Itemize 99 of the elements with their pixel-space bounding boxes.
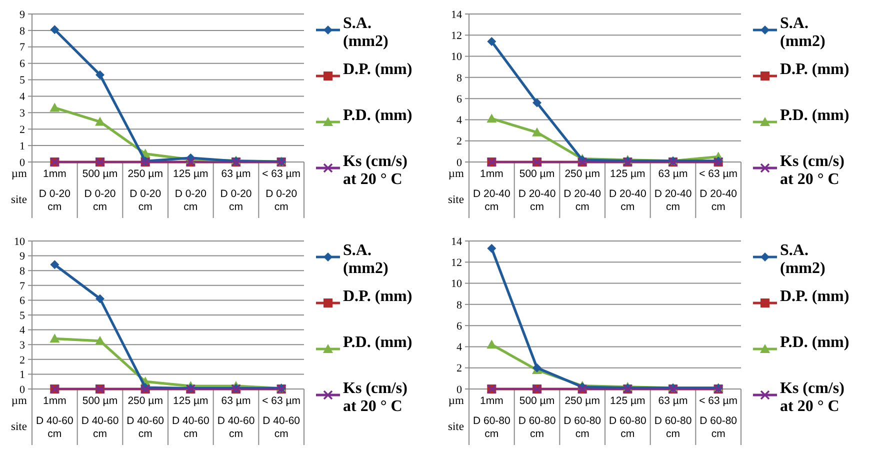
- y-tick-label: 7: [20, 42, 26, 54]
- y-tick-label: 14: [451, 235, 462, 248]
- point: [95, 335, 105, 344]
- legend-label: P.D. (mm): [780, 334, 850, 350]
- legend-label: S.A. (mm2): [780, 15, 826, 50]
- point: [486, 114, 497, 123]
- x-tick-label: < 63 µm D 0-20 cm: [262, 168, 301, 213]
- x-tick-label: 250 µm D 0-20 cm: [128, 168, 164, 213]
- y-tick-label: 4: [20, 91, 26, 104]
- point: [487, 36, 496, 46]
- y-tick-label: 6: [20, 58, 26, 70]
- y-tick-label: 12: [451, 30, 462, 42]
- y-tick-label: 7: [20, 280, 26, 292]
- text: µm: [448, 394, 464, 406]
- text: µm: [448, 168, 464, 180]
- x-tick-label: 500 µm D 60-80 cm: [518, 394, 556, 440]
- x-tick-label: 63 µm D 60-80 cm: [654, 394, 692, 440]
- x-tick-label: 1mm D 60-80 cm: [472, 394, 510, 440]
- y-tick-label: 2: [456, 136, 462, 148]
- legend-label: S.A. (mm2): [780, 242, 826, 276]
- point: [96, 70, 104, 80]
- x-tick-label: 63 µm D 0-20 cm: [220, 168, 252, 213]
- x-tick-label: 500 µm D 20-40 cm: [518, 168, 556, 213]
- x-tick-label: 1mm D 0-20 cm: [38, 168, 71, 213]
- x-tick-label: 125 µm D 40-60 cm: [172, 394, 210, 440]
- y-tick-label: 5: [20, 309, 26, 322]
- legend-label: D.P. (mm): [780, 288, 850, 304]
- y-tick-label: 2: [456, 362, 462, 374]
- y-tick-label: 0: [456, 156, 462, 169]
- legend-label: D.P. (mm): [343, 288, 412, 304]
- x-tick-label: 125 µm D 0-20 cm: [173, 168, 209, 213]
- y-tick-label: 4: [20, 324, 26, 336]
- y-tick-label: 2: [20, 124, 25, 136]
- text: site: [448, 194, 464, 206]
- text: µm: [11, 168, 28, 180]
- point: [95, 116, 105, 126]
- point: [50, 102, 60, 112]
- y-tick-label: 4: [456, 114, 462, 127]
- y-tick-label: 2: [20, 354, 25, 366]
- y-tick-label: 8: [456, 72, 462, 84]
- y-tick-label: 6: [456, 93, 462, 106]
- y-tick-label: 1: [20, 140, 25, 152]
- y-tick-label: 3: [20, 108, 26, 120]
- text: site: [11, 420, 27, 432]
- legend-label: D.P. (mm): [780, 61, 850, 78]
- text: site: [448, 420, 464, 432]
- point: [487, 243, 496, 252]
- y-tick-label: 14: [451, 8, 462, 21]
- y-tick-label: 0: [20, 383, 26, 396]
- x-tick-label: 250 µm D 60-80 cm: [564, 394, 602, 440]
- legend-label: P.D. (mm): [780, 107, 850, 124]
- text: µm: [11, 394, 28, 406]
- x-tick-label: < 63 µm D 60-80 cm: [699, 394, 738, 440]
- legend-label: S.A. (mm2): [343, 15, 388, 50]
- legend-label: Ks (cm/s) at 20 ° C: [780, 380, 844, 414]
- x-tick-label: < 63 µm D 20-40 cm: [699, 168, 738, 213]
- y-tick-label: 6: [20, 294, 26, 307]
- y-tick-label: 4: [456, 341, 462, 354]
- y-tick-label: 10: [14, 235, 26, 248]
- y-tick-label: 5: [20, 74, 26, 87]
- legend-label: Ks (cm/s) at 20 ° C: [343, 153, 408, 188]
- x-tick-label: 500 µm D 0-20 cm: [82, 168, 118, 213]
- y-tick-label: 8: [20, 25, 26, 38]
- y-tick-label: 9: [20, 8, 26, 21]
- x-tick-label: 500 µm D 40-60 cm: [81, 394, 119, 440]
- legend-label: D.P. (mm): [343, 61, 412, 78]
- y-tick-label: 10: [451, 51, 462, 64]
- y-tick-label: 3: [20, 338, 26, 351]
- y-tick-label: 8: [456, 298, 462, 311]
- point: [96, 294, 104, 303]
- legend-label: Ks (cm/s) at 20 ° C: [343, 380, 408, 414]
- y-tick-label: 6: [456, 320, 462, 332]
- point: [50, 25, 60, 34]
- x-tick-label: 63 µm D 40-60 cm: [217, 394, 255, 440]
- point: [532, 127, 542, 136]
- x-tick-label: 63 µm D 20-40 cm: [654, 168, 692, 213]
- y-tick-label: 9: [20, 250, 26, 262]
- y-tick-label: 1: [20, 368, 25, 381]
- legend-label: P.D. (mm): [343, 107, 412, 124]
- y-tick-label: 0: [20, 156, 26, 169]
- text: site: [11, 194, 27, 206]
- x-tick-label: 1mm D 40-60 cm: [36, 394, 74, 440]
- y-tick-label: 12: [451, 256, 462, 268]
- point: [50, 333, 60, 342]
- x-tick-label: 250 µm D 20-40 cm: [564, 168, 602, 213]
- x-tick-label: 125 µm D 20-40 cm: [608, 168, 646, 213]
- y-tick-label: 8: [20, 264, 26, 277]
- legend-label: P.D. (mm): [343, 334, 412, 350]
- y-tick-label: 0: [456, 383, 462, 396]
- x-tick-label: < 63 µm D 40-60 cm: [262, 394, 301, 440]
- point: [532, 98, 542, 108]
- x-tick-label: 125 µm D 60-80 cm: [608, 394, 646, 440]
- x-tick-label: 1mm D 20-40 cm: [472, 168, 510, 213]
- legend-label: S.A. (mm2): [343, 242, 388, 276]
- y-tick-label: 10: [451, 278, 462, 290]
- legend-label: Ks (cm/s) at 20 ° C: [780, 153, 844, 188]
- point: [486, 339, 497, 348]
- point: [50, 260, 60, 269]
- x-tick-label: 250 µm D 40-60 cm: [126, 394, 164, 440]
